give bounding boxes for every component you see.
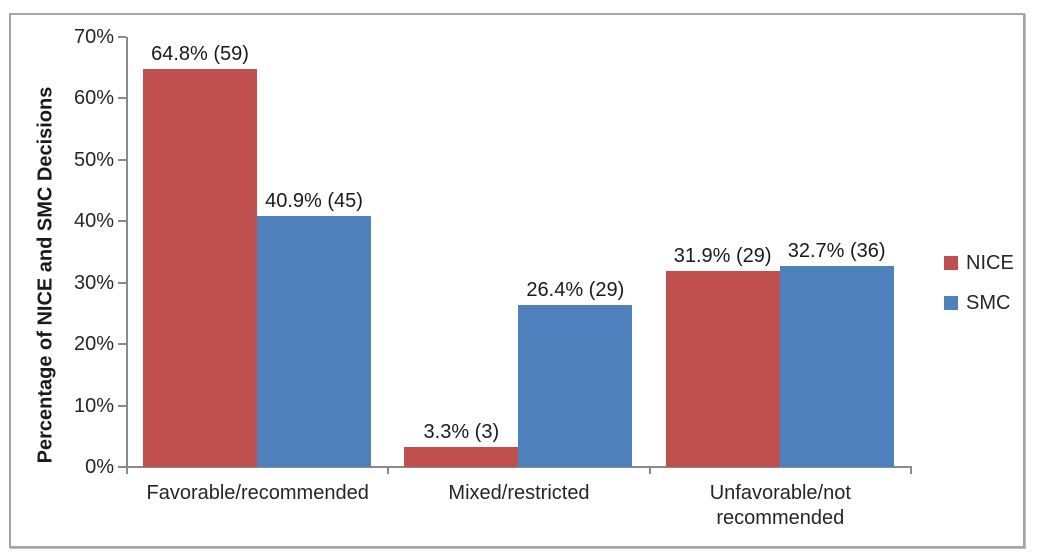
y-axis-tick-label: 30% [73,271,114,294]
y-axis-tick [118,343,126,346]
x-axis-tick [387,468,390,474]
x-axis-tick [126,468,128,474]
y-axis-tick-label: 20% [73,333,114,356]
legend: NICE SMC [944,250,1014,330]
bar-label-smc-3: 32.7% (36) [787,240,886,263]
y-axis-tick [118,97,126,100]
bar-smc-2 [518,304,633,467]
y-axis-tick [118,281,126,284]
x-axis-category-text: Unfavorable/not recommended [709,482,851,529]
x-axis-line [126,466,912,468]
y-axis-tick [118,158,126,161]
x-axis-category-label: Favorable/recommended [127,481,388,506]
y-axis-tick [118,36,126,38]
x-axis-category-text: Favorable/recommended [146,482,369,504]
bar-smc-3 [779,266,894,467]
y-axis-tick [118,466,126,468]
legend-label-smc: SMC [966,291,1011,314]
bar-label-smc-2: 26.4% (29) [526,278,625,301]
x-axis-tick [910,468,912,474]
y-axis-tick [118,404,126,407]
x-axis-category-text: Mixed/restricted [448,482,590,504]
legend-entry-nice: NICE [944,250,1014,276]
y-axis-tick-label: 60% [73,87,114,110]
bar-nice-3 [665,271,780,467]
x-axis-category-label: Mixed/restricted [388,481,649,506]
y-axis-tick-label: 0% [85,456,114,478]
bar-label-nice-3: 31.9% (29) [673,245,772,268]
y-axis-line [126,37,128,469]
bar-label-smc-1: 40.9% (45) [265,189,363,212]
y-axis-tick-label: 50% [73,148,114,171]
bar-label-nice-2: 3.3% (3) [423,420,500,443]
legend-swatch-nice [944,256,958,270]
legend-swatch-smc [944,296,958,310]
x-axis-tick [648,468,651,474]
bar-smc-1 [257,215,371,467]
bar-nice-1 [143,68,257,467]
y-axis-tick [118,220,126,223]
x-axis-category-label: Unfavorable/not recommended [650,481,911,531]
y-axis-tick-label: 70% [73,26,114,48]
y-axis-tick-label: 10% [73,394,114,417]
bar-label-nice-1: 64.8% (59) [151,42,249,65]
bar-nice-2 [404,446,519,467]
legend-label-nice: NICE [966,251,1014,274]
y-axis-tick-label: 40% [73,210,114,233]
legend-entry-smc: SMC [944,290,1014,316]
